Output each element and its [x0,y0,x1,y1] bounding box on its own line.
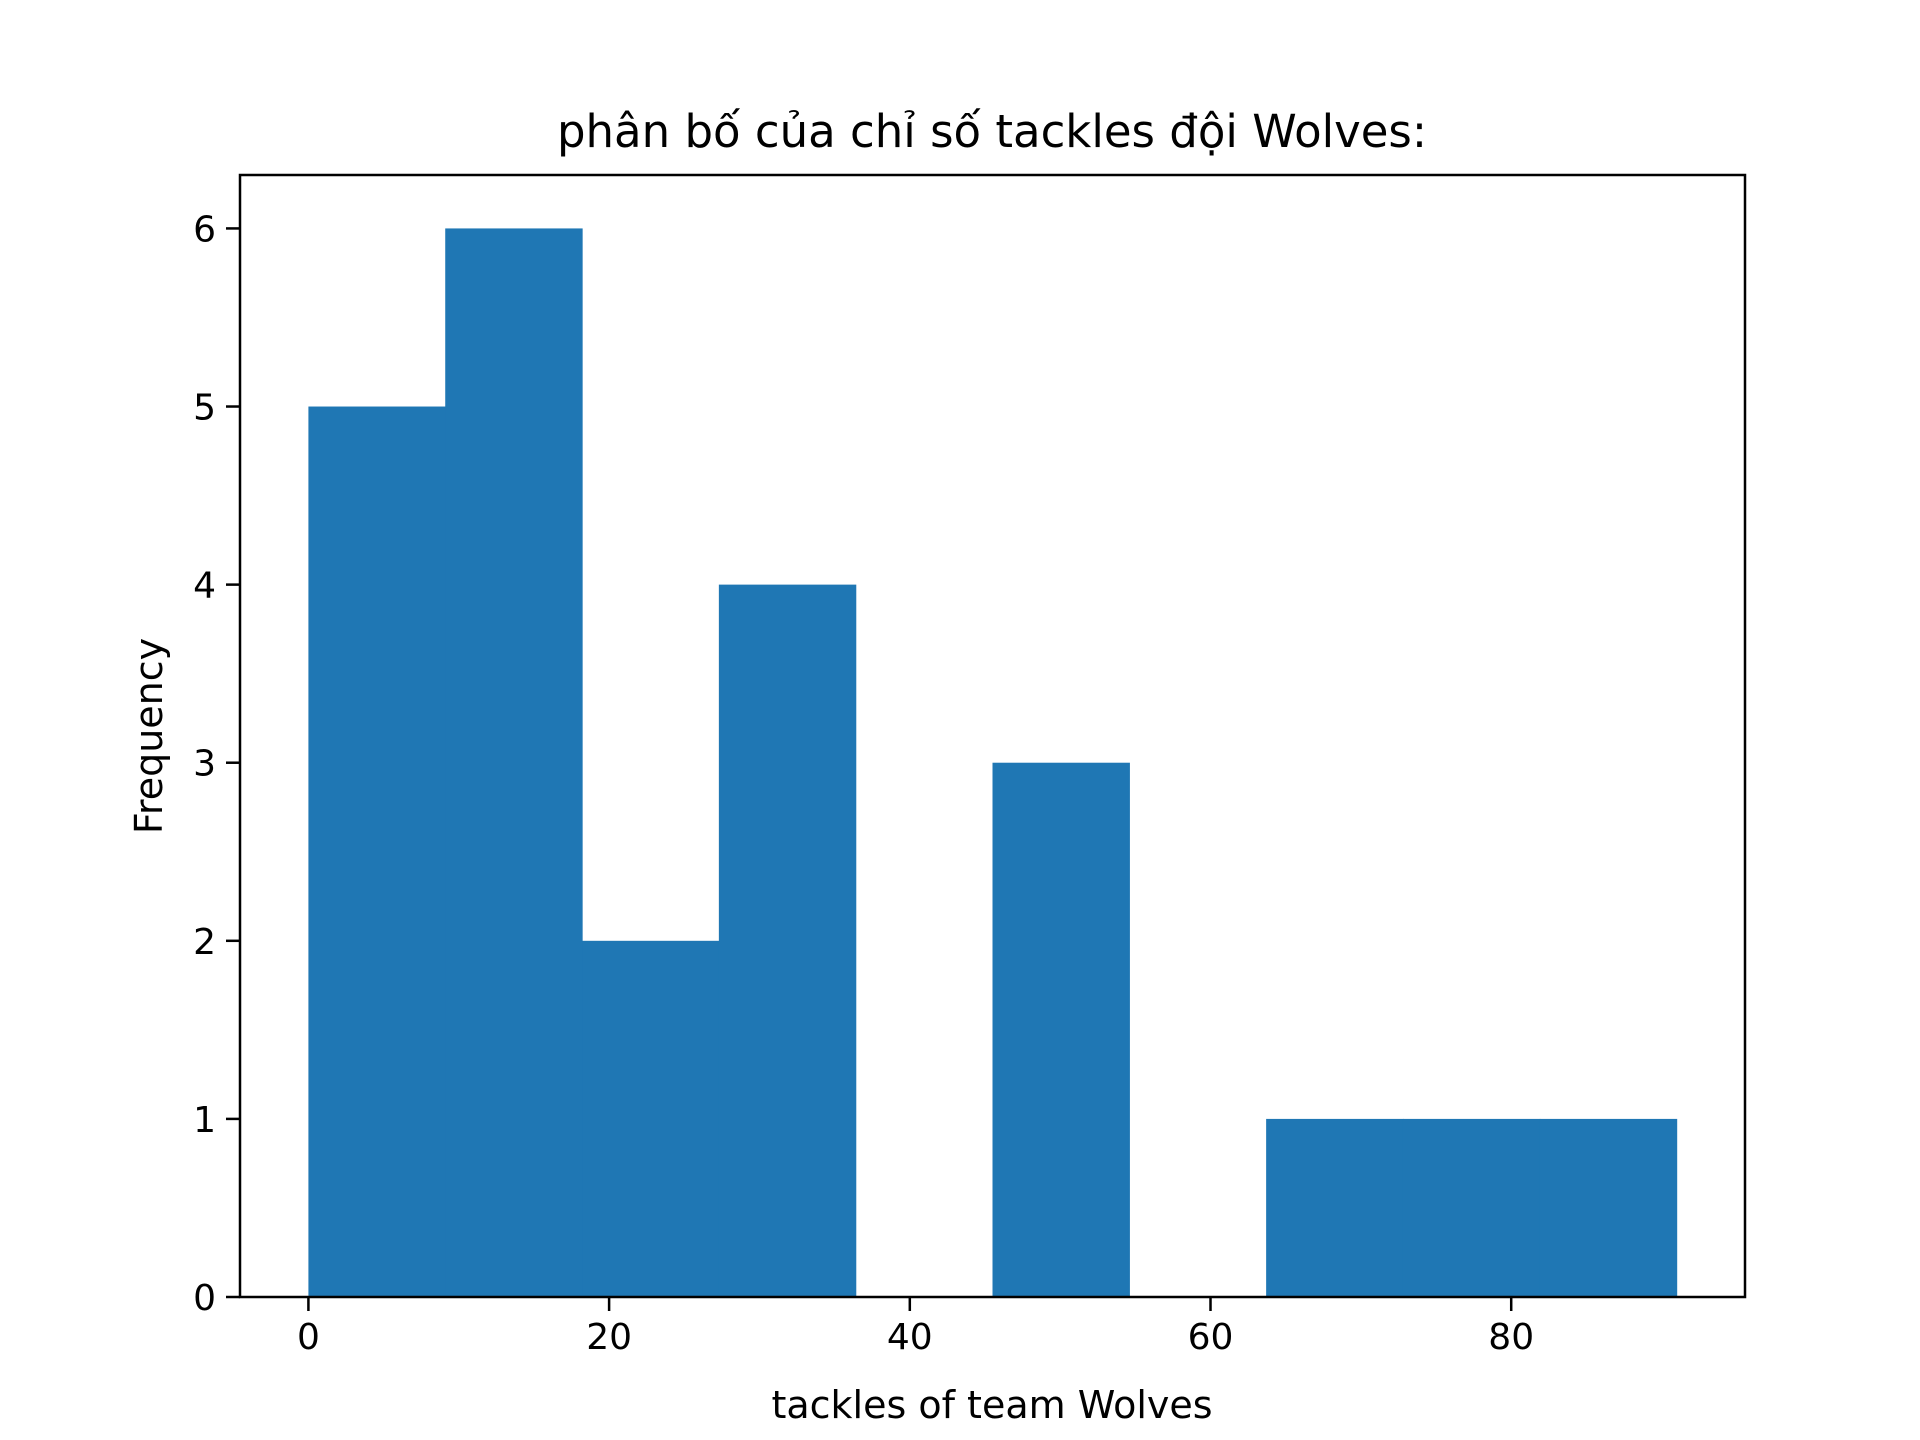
histogram-bar [1402,1118,1541,1297]
x-tick-label: 80 [1488,1317,1534,1358]
y-tick-label: 1 [193,1100,216,1141]
histogram-bar [1266,1118,1404,1297]
plot-frame [238,173,1747,1299]
histogram-bar [445,228,583,1297]
chart-title: phân bố của chỉ số tackles đội Wolves: [557,105,1427,158]
histogram-bar [992,762,1130,1297]
histogram-bar [582,940,720,1297]
histogram-bar [718,584,857,1297]
x-tick-label: 20 [586,1317,632,1358]
x-axis-label: tackles of team Wolves [771,1383,1212,1427]
y-tick-label: 3 [193,744,216,785]
y-tick-label: 6 [193,209,216,250]
x-tick-label: 60 [1188,1317,1234,1358]
y-axis-label: Frequency [127,638,171,834]
x-tick-label: 40 [887,1317,933,1358]
histogram-bar [308,406,446,1297]
y-tick-label: 5 [193,388,216,429]
y-axis-ticks: 0 1 2 3 4 5 6 [193,209,240,1319]
x-axis-ticks: 0 20 40 60 80 [297,1297,1534,1358]
bars-group [308,228,1678,1297]
y-tick-label: 4 [193,566,216,607]
y-tick-label: 2 [193,922,216,963]
y-tick-label: 0 [193,1278,216,1319]
x-tick-label: 0 [297,1317,320,1358]
histogram-bar [1539,1118,1678,1297]
